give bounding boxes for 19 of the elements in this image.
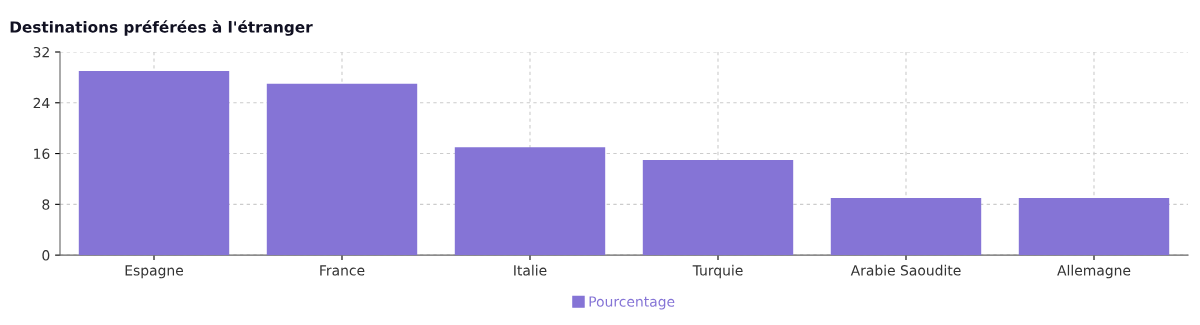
x-tick-label: France [320, 265, 365, 276]
y-tick-label: 16 [34, 148, 50, 160]
bar [78, 71, 230, 256]
x-tick-label: Turquie [692, 264, 743, 279]
y-tick-label: 32 [33, 46, 49, 58]
y-tick-label: 0 [42, 250, 50, 261]
chart-title: Destinations préférées à l'étranger [10, 20, 313, 36]
x-tick-label: Espagne [125, 265, 184, 279]
y-tick-label: 8 [42, 199, 50, 210]
bar [266, 83, 418, 256]
y-tick-label: 24 [33, 97, 50, 109]
legend-label: Pourcentage [589, 296, 675, 310]
x-tick-label: Arabie Saoudite [850, 264, 961, 276]
bar [830, 198, 982, 256]
bar [642, 159, 794, 256]
bar [454, 147, 606, 256]
x-tick-label: Italie [514, 264, 547, 276]
bar [1018, 198, 1170, 256]
x-tick-label: Allemagne [1057, 264, 1131, 279]
